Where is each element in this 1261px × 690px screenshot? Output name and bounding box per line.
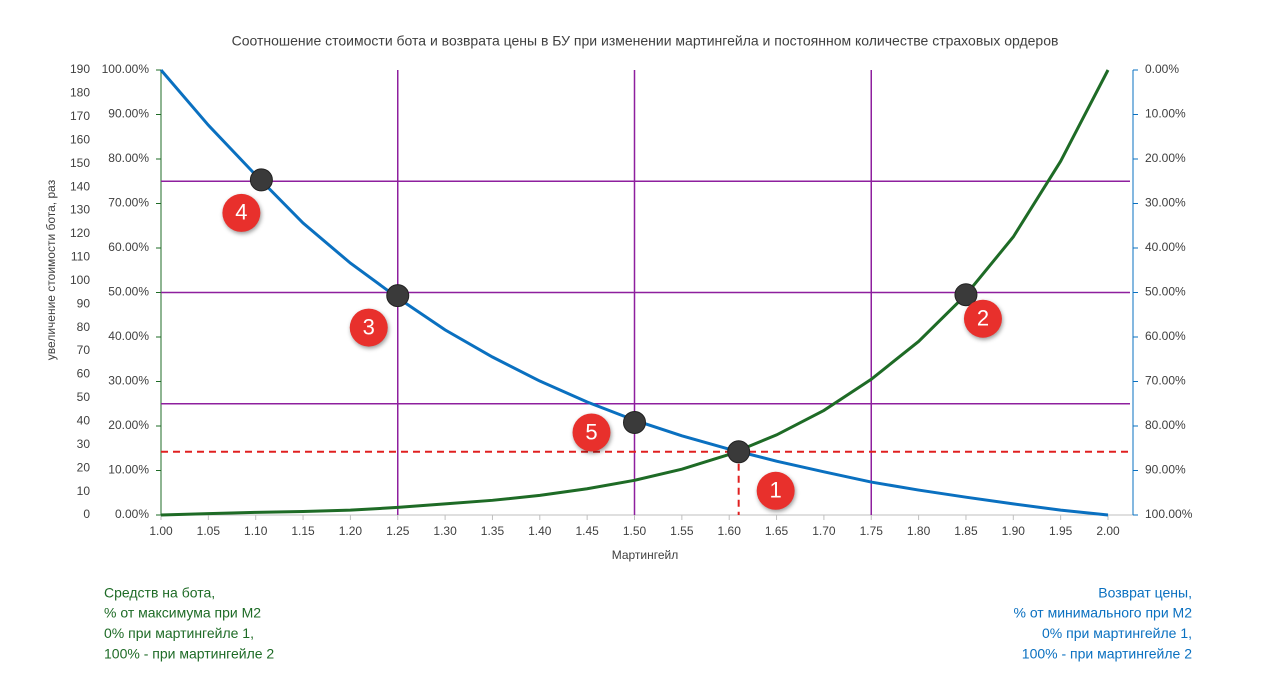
badge-label: 4 <box>235 200 247 225</box>
y2-tick-label: 80.00% <box>1145 418 1186 432</box>
x-tick-label: 1.65 <box>765 524 789 538</box>
y-tick-label: 60.00% <box>108 240 149 254</box>
x-tick-label: 1.95 <box>1049 524 1073 538</box>
y3-tick-label: 90 <box>77 296 91 310</box>
badge-label: 3 <box>363 314 375 339</box>
marker <box>623 410 646 434</box>
y3-tick-label: 20 <box>77 460 91 474</box>
y3-tick-label: 30 <box>77 437 91 451</box>
x-tick-label: 1.55 <box>670 524 694 538</box>
chart-title: Соотношение стоимости бота и возврата це… <box>232 33 1059 49</box>
badge-label: 2 <box>977 306 989 331</box>
x-tick-label: 1.25 <box>386 524 410 538</box>
badge <box>756 471 795 510</box>
y3-tick-label: 120 <box>70 226 90 240</box>
legend-text: % от минимального при М2 <box>1013 605 1192 621</box>
x-tick-label: 1.00 <box>149 524 173 538</box>
y-tick-label: 40.00% <box>108 329 149 343</box>
marker <box>727 440 751 464</box>
y2-tick-label: 90.00% <box>1145 463 1186 477</box>
x-tick-label: 1.05 <box>197 524 221 538</box>
y3-tick-label: 70 <box>77 343 91 357</box>
y3-tick-label: 150 <box>70 156 90 170</box>
legend-text: 0% при мартингейле 1, <box>1042 625 1192 641</box>
y2-tick-label: 30.00% <box>1145 196 1186 210</box>
x-tick-label: 1.10 <box>244 524 268 538</box>
y-tick-label: 100.00% <box>102 62 150 76</box>
marker <box>386 284 410 308</box>
y-axis-label: увеличение стоимости бота, раз <box>44 179 58 360</box>
x-tick-label: 1.70 <box>812 524 836 538</box>
legend-text: Возврат цены, <box>1098 585 1192 601</box>
y3-tick-label: 190 <box>70 62 90 76</box>
x-tick-label: 1.75 <box>860 524 884 538</box>
badge <box>222 193 261 232</box>
y2-tick-label: 50.00% <box>1145 285 1186 299</box>
legend-text: 100% - при мартингейле 2 <box>1022 646 1192 662</box>
y2-tick-label: 20.00% <box>1145 151 1186 165</box>
x-tick-label: 1.85 <box>954 524 978 538</box>
y-tick-label: 50.00% <box>108 285 149 299</box>
badge <box>572 413 611 452</box>
y-tick-label: 70.00% <box>108 196 149 210</box>
badge-label: 5 <box>585 419 597 444</box>
x-tick-label: 1.15 <box>291 524 315 538</box>
y3-tick-label: 130 <box>70 203 90 217</box>
y-tick-label: 20.00% <box>108 418 149 432</box>
badge-label: 1 <box>770 478 782 503</box>
y-tick-label: 90.00% <box>108 107 149 121</box>
y3-tick-label: 180 <box>70 86 90 100</box>
y3-tick-label: 110 <box>71 250 90 264</box>
x-tick-label: 1.20 <box>339 524 363 538</box>
marker <box>954 283 978 307</box>
x-axis-label: Мартингейл <box>612 548 679 562</box>
x-tick-label: 1.30 <box>433 524 457 538</box>
y2-tick-label: 10.00% <box>1145 107 1186 121</box>
y3-tick-label: 100 <box>70 273 90 287</box>
y-tick-label: 80.00% <box>108 151 149 165</box>
x-tick-label: 1.50 <box>623 524 647 538</box>
y3-tick-label: 50 <box>77 390 91 404</box>
marker <box>249 168 273 192</box>
y-tick-label: 0.00% <box>115 507 149 521</box>
y3-tick-label: 80 <box>77 320 91 334</box>
legend-text: 0% при мартингейле 1, <box>104 625 254 641</box>
y2-tick-label: 70.00% <box>1145 374 1186 388</box>
badge <box>963 299 1002 338</box>
x-tick-label: 1.45 <box>575 524 599 538</box>
x-tick-label: 1.60 <box>718 524 742 538</box>
y-tick-label: 10.00% <box>108 463 149 477</box>
legend-text: Средств на бота, <box>104 585 215 601</box>
y2-tick-label: 60.00% <box>1145 329 1186 343</box>
series-line <box>160 69 1110 517</box>
y2-tick-label: 0.00% <box>1145 62 1179 76</box>
y3-tick-label: 160 <box>70 132 90 146</box>
y3-tick-label: 60 <box>77 367 91 381</box>
legend-text: 100% - при мартингейле 2 <box>104 646 274 662</box>
y-tick-label: 30.00% <box>108 374 149 388</box>
y3-tick-label: 140 <box>70 179 90 193</box>
x-tick-label: 2.00 <box>1096 524 1120 538</box>
y3-tick-label: 40 <box>77 413 91 427</box>
y3-tick-label: 0 <box>83 507 90 521</box>
badge <box>349 308 388 347</box>
x-tick-label: 1.80 <box>907 524 931 538</box>
legend-text: % от максимума при М2 <box>104 605 261 621</box>
x-tick-label: 1.90 <box>1002 524 1026 538</box>
y3-tick-label: 170 <box>70 109 90 123</box>
y2-tick-label: 40.00% <box>1145 240 1186 254</box>
x-tick-label: 1.35 <box>481 524 505 538</box>
y3-tick-label: 10 <box>77 484 91 498</box>
x-tick-label: 1.40 <box>528 524 552 538</box>
y2-tick-label: 100.00% <box>1145 507 1193 521</box>
